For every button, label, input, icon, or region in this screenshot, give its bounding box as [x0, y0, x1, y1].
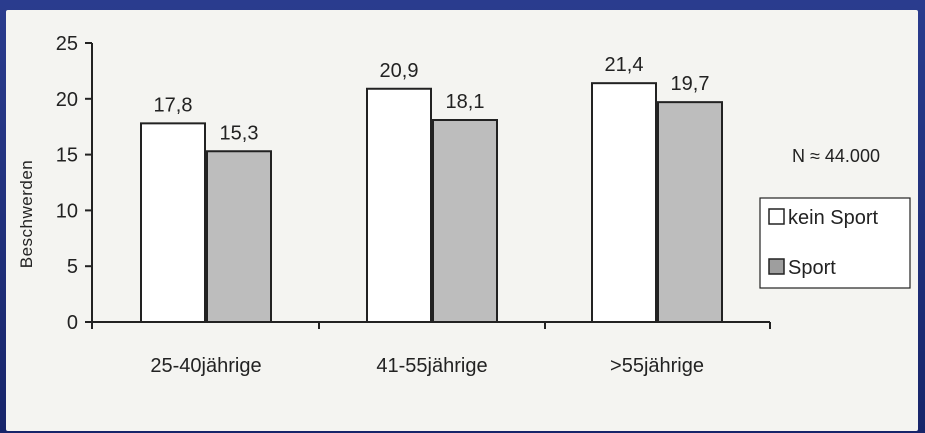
bars	[140, 82, 723, 324]
legend: kein Sport Sport	[759, 197, 911, 289]
legend-label-sport: Sport	[788, 257, 836, 279]
category-label-2: 41-55jährige	[376, 355, 487, 377]
value-label-kein-sport-1: 17,8	[154, 94, 193, 116]
y-axis-label: Beschwerden	[17, 160, 36, 269]
labels: 0 5 10 15 20 25 17,8 15,3 25-40jährige 20,9 18,1 41…	[56, 33, 710, 377]
value-label-kein-sport-3: 21,4	[605, 54, 644, 76]
category-label-1: 25-40jährige	[150, 355, 261, 377]
bar-sport-3	[657, 101, 723, 324]
y-tick-label-20: 20	[56, 89, 78, 111]
category-label-3: >55jährige	[610, 355, 704, 377]
bar-sport-1	[206, 150, 272, 323]
y-tick-label-25: 25	[56, 33, 78, 55]
y-tick-label-10: 10	[56, 200, 78, 222]
value-label-sport-2: 18,1	[446, 91, 485, 113]
value-label-sport-3: 19,7	[671, 73, 710, 95]
bar-kein-sport-2	[366, 87, 432, 323]
legend-box	[759, 197, 911, 289]
legend-swatch-sport	[768, 258, 785, 275]
bar-kein-sport-1	[140, 122, 206, 323]
legend-swatch-kein-sport	[768, 208, 785, 225]
y-tick-label-15: 15	[56, 145, 78, 167]
y-tick-label-5: 5	[67, 256, 78, 278]
value-label-kein-sport-2: 20,9	[380, 60, 419, 82]
bar-kein-sport-3	[591, 82, 657, 324]
value-label-sport-1: 15,3	[220, 122, 259, 144]
sample-size-note: N ≈ 44.000	[792, 146, 880, 166]
y-tick-label-0: 0	[67, 312, 78, 334]
legend-label-kein-sport: kein Sport	[788, 207, 878, 229]
bar-sport-2	[432, 119, 498, 323]
